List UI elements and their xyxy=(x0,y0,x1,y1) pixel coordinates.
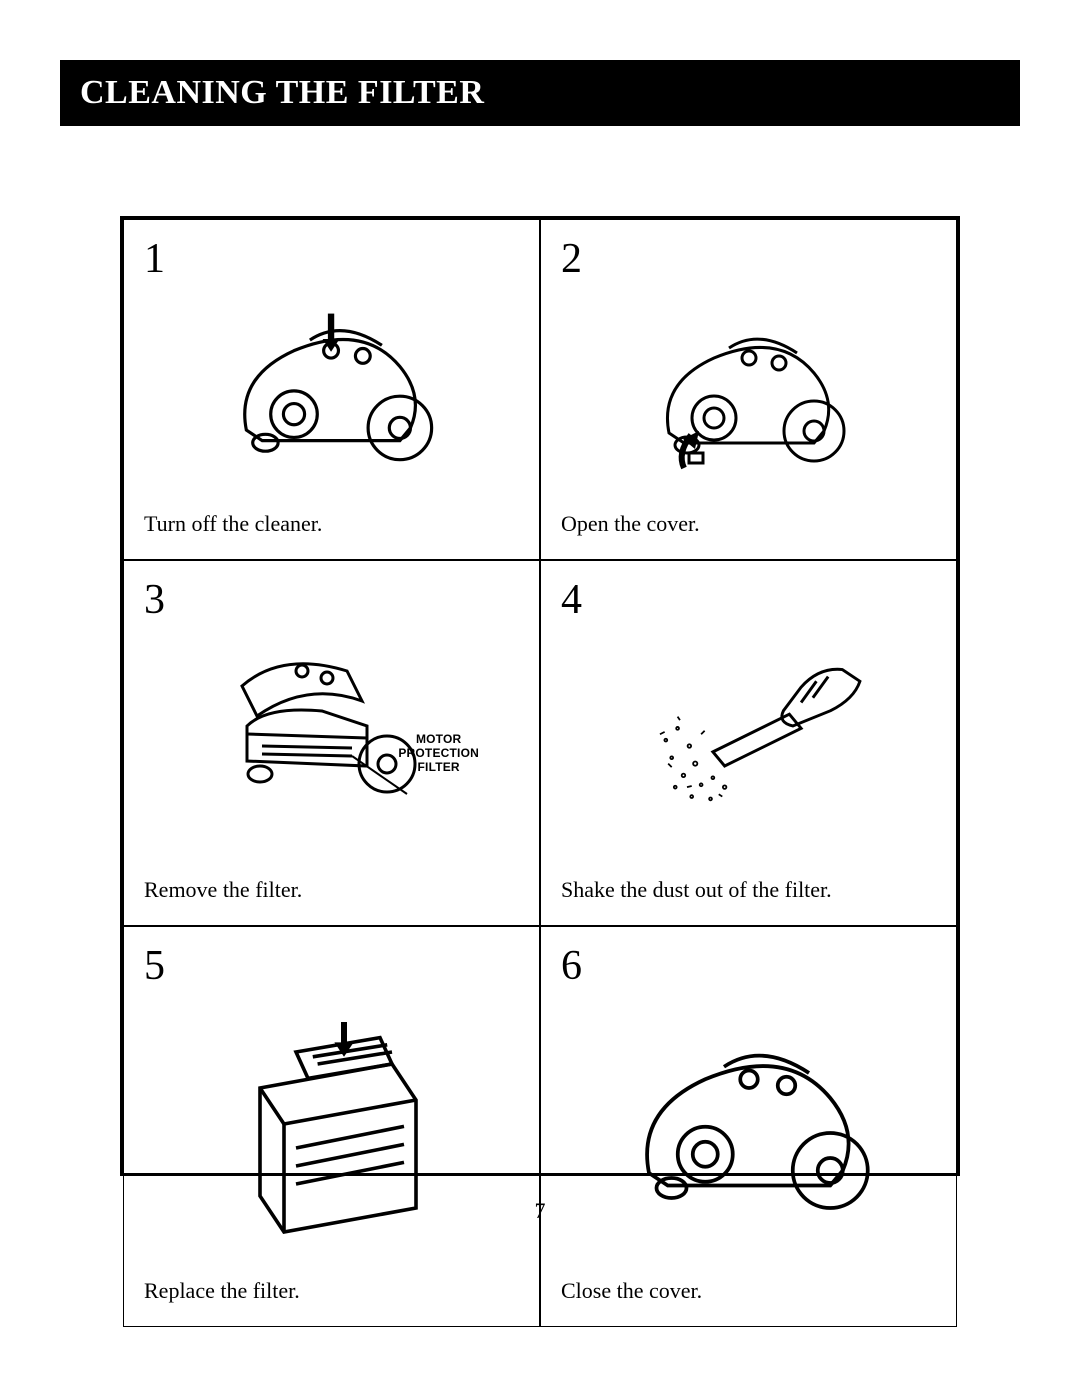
step-illustration xyxy=(561,280,936,505)
step-number: 6 xyxy=(561,945,936,987)
step-cell: 5 xyxy=(123,926,540,1327)
step-number: 5 xyxy=(144,945,519,987)
label-line: MOTOR xyxy=(398,733,479,747)
step-cell: 3 xyxy=(123,560,540,926)
step-illustration xyxy=(561,987,936,1272)
step-cell: 4 xyxy=(540,560,957,926)
vacuum-off-icon xyxy=(204,303,458,483)
step-caption: Open the cover. xyxy=(561,511,936,537)
step-caption: Remove the filter. xyxy=(144,877,519,903)
steps-grid: 1 xyxy=(120,216,960,1176)
step-caption: Turn off the cleaner. xyxy=(144,511,519,537)
vacuum-closed-icon xyxy=(599,1023,899,1236)
section-title: CLEANING THE FILTER xyxy=(60,60,1020,126)
step-number: 4 xyxy=(561,579,936,621)
step-cell: 1 xyxy=(123,219,540,560)
step-number: 3 xyxy=(144,579,519,621)
step-illustration xyxy=(144,280,519,505)
step-illustration xyxy=(561,621,936,871)
filter-insert-icon xyxy=(212,1016,452,1244)
step-illustration xyxy=(144,987,519,1272)
step-number: 1 xyxy=(144,238,519,280)
step-cell: 2 xyxy=(540,219,957,560)
step-caption: Shake the dust out of the filter. xyxy=(561,877,936,903)
step-caption: Replace the filter. xyxy=(144,1278,519,1304)
label-line: FILTER xyxy=(398,761,479,775)
label-line: PROTECTION xyxy=(398,747,479,761)
motor-protection-filter-label: MOTOR PROTECTION FILTER xyxy=(398,733,479,774)
step-caption: Close the cover. xyxy=(561,1278,936,1304)
step-number: 2 xyxy=(561,238,936,280)
step-cell: 6 Close the cover. xyxy=(540,926,957,1327)
vacuum-open-icon xyxy=(629,303,869,483)
shake-filter-icon xyxy=(607,646,889,846)
